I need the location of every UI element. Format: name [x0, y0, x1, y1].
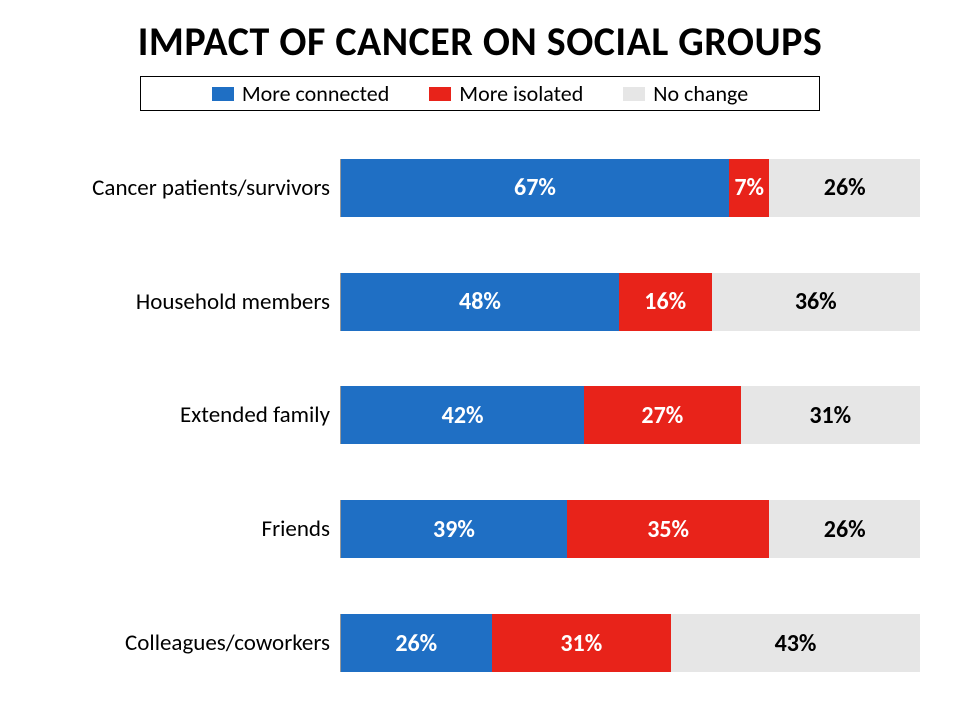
- bar-segment-connected: 42%: [341, 386, 584, 444]
- bar-row: Friends 39% 35% 26%: [40, 486, 920, 572]
- category-label: Colleagues/coworkers: [40, 629, 340, 657]
- chart-container: IMPACT OF CANCER ON SOCIAL GROUPS More c…: [0, 0, 960, 720]
- bar-row: Household members 48% 16% 36%: [40, 259, 920, 345]
- bar: 67% 7% 26%: [340, 159, 920, 217]
- category-label: Household members: [40, 288, 340, 316]
- bar-segment-connected: 67%: [341, 159, 729, 217]
- category-label: Friends: [40, 515, 340, 543]
- bar-segment-isolated: 16%: [619, 273, 712, 331]
- legend: More connected More isolated No change: [140, 76, 820, 111]
- category-label: Extended family: [40, 401, 340, 429]
- bar-row: Colleagues/coworkers 26% 31% 43%: [40, 600, 920, 686]
- bar-segment-nochange: 31%: [741, 386, 920, 444]
- legend-swatch-isolated: [429, 87, 451, 101]
- legend-swatch-connected: [212, 87, 234, 101]
- bar-segment-isolated: 35%: [567, 500, 770, 558]
- bar: 42% 27% 31%: [340, 386, 920, 444]
- legend-label-nochange: No change: [653, 80, 748, 107]
- bar-segment-connected: 26%: [341, 614, 492, 672]
- legend-item-connected: More connected: [212, 80, 389, 107]
- legend-swatch-nochange: [623, 87, 645, 101]
- bar-row: Extended family 42% 27% 31%: [40, 372, 920, 458]
- bar: 48% 16% 36%: [340, 273, 920, 331]
- bar-segment-connected: 48%: [341, 273, 619, 331]
- legend-label-connected: More connected: [242, 80, 389, 107]
- chart-body: Cancer patients/survivors 67% 7% 26% Hou…: [30, 131, 930, 700]
- bar-segment-nochange: 36%: [712, 273, 920, 331]
- bar-segment-isolated: 27%: [584, 386, 740, 444]
- bar-segment-connected: 39%: [341, 500, 567, 558]
- bar-segment-isolated: 31%: [492, 614, 671, 672]
- bar-segment-nochange: 26%: [769, 500, 920, 558]
- chart-title: IMPACT OF CANCER ON SOCIAL GROUPS: [30, 20, 930, 64]
- category-label: Cancer patients/survivors: [40, 174, 340, 202]
- bar-segment-nochange: 43%: [671, 614, 920, 672]
- legend-item-isolated: More isolated: [429, 80, 583, 107]
- legend-label-isolated: More isolated: [459, 80, 583, 107]
- bar-row: Cancer patients/survivors 67% 7% 26%: [40, 145, 920, 231]
- bar: 39% 35% 26%: [340, 500, 920, 558]
- bar: 26% 31% 43%: [340, 614, 920, 672]
- legend-item-nochange: No change: [623, 80, 748, 107]
- bar-segment-nochange: 26%: [769, 159, 920, 217]
- bar-segment-isolated: 7%: [729, 159, 770, 217]
